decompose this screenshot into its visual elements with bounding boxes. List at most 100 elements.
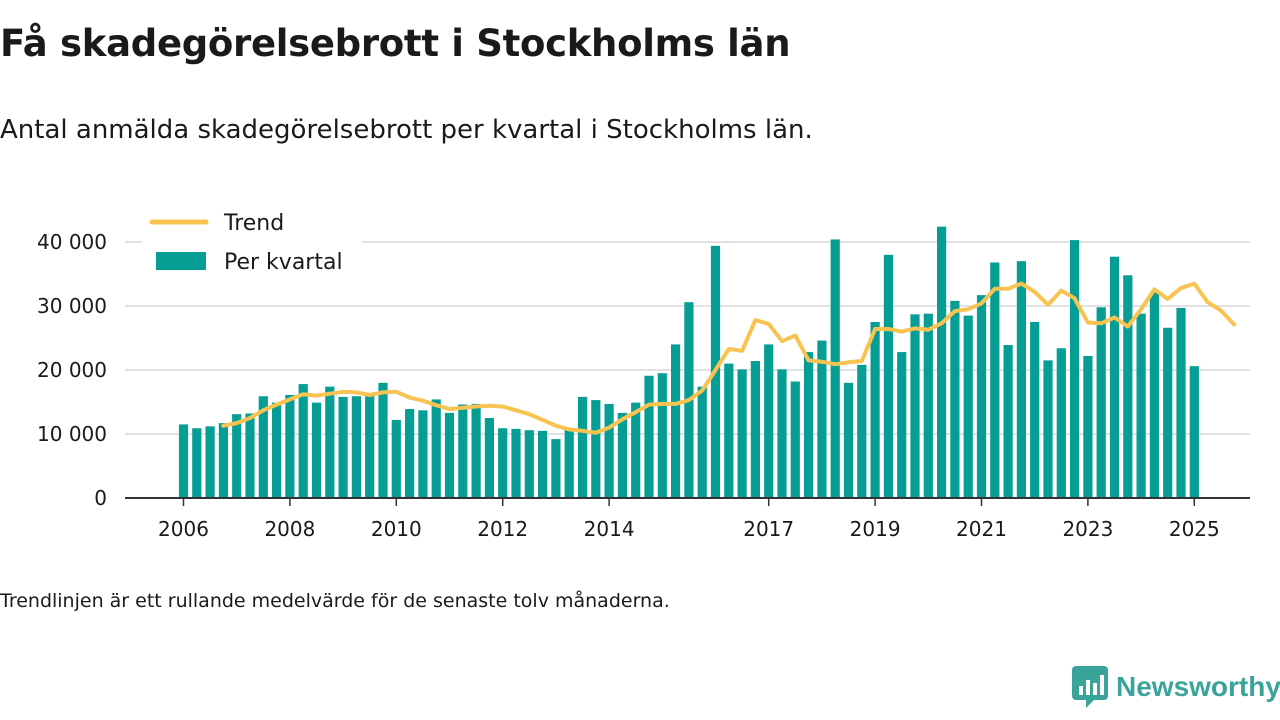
legend-bar-swatch: [156, 252, 206, 270]
y-tick-label: 0: [94, 486, 107, 510]
bar: [325, 386, 335, 498]
bar: [511, 428, 521, 498]
bar: [484, 418, 494, 498]
bar: [790, 381, 800, 498]
bar: [737, 369, 747, 498]
bar: [1056, 348, 1066, 498]
bar: [817, 340, 827, 498]
x-tick-label: 2019: [850, 517, 901, 541]
bar: [564, 428, 574, 498]
bar: [604, 403, 614, 498]
bar: [750, 361, 760, 498]
trend-line: [221, 281, 1237, 435]
bar: [1149, 292, 1159, 498]
bar: [418, 410, 428, 498]
bar: [1083, 355, 1093, 498]
bar: [218, 423, 228, 498]
bar: [843, 382, 854, 498]
bar: [1109, 256, 1120, 498]
bar: [724, 363, 734, 498]
y-tick-label: 10 000: [37, 422, 107, 446]
bar: [937, 226, 947, 498]
bar: [671, 344, 681, 498]
y-tick-label: 20 000: [37, 358, 107, 382]
x-tick-label: 2017: [743, 517, 794, 541]
bar: [1136, 313, 1146, 498]
bar: [1030, 322, 1040, 498]
bar: [830, 239, 840, 498]
bar: [1163, 327, 1173, 498]
x-tick-label: 2006: [158, 517, 209, 541]
bar: [298, 384, 308, 498]
x-tick-label: 2025: [1169, 517, 1220, 541]
bar: [538, 430, 548, 498]
bar: [205, 426, 215, 498]
x-tick-label: 2023: [1062, 517, 1113, 541]
footnote: Trendlinjen är ett rullande medelvärde f…: [0, 590, 670, 612]
bar: [1123, 275, 1133, 498]
bar: [1016, 261, 1026, 498]
bar: [897, 352, 907, 498]
bar: [1043, 360, 1053, 498]
bar: [192, 428, 202, 498]
bar: [258, 396, 268, 498]
bar: [524, 430, 534, 498]
legend-bar-label: Per kvartal: [224, 250, 343, 275]
trend-series: [221, 281, 1237, 435]
bar: [963, 315, 973, 498]
bar: [1176, 307, 1186, 498]
bar: [697, 386, 707, 498]
bar: [577, 396, 588, 498]
bar: [764, 344, 774, 498]
x-tick-label: 2014: [584, 517, 635, 541]
bar: [910, 314, 920, 498]
newsworthy-logo-icon: [1072, 666, 1108, 708]
bar: [232, 414, 242, 498]
y-tick-label: 30 000: [37, 294, 107, 318]
legend-background: [142, 205, 362, 285]
bar: [272, 402, 282, 498]
x-tick-label: 2012: [477, 517, 528, 541]
bar: [804, 352, 814, 498]
x-axis-ticks: 2006 2008 2010 2012 2014 2017 2019 2021 2023 2025: [158, 498, 1220, 541]
bar: [950, 300, 960, 498]
x-tick-label: 2010: [371, 517, 422, 541]
bar: [870, 322, 880, 498]
bar: [777, 369, 787, 498]
brand-logo: Newsworthy: [1072, 666, 1280, 708]
bar: [365, 394, 375, 498]
bar: [923, 313, 933, 498]
bar: [631, 402, 641, 498]
legend-trend-label: Trend: [223, 211, 284, 236]
bar: [990, 262, 1000, 498]
bar: [285, 394, 295, 498]
brand-name: Newsworthy: [1116, 671, 1280, 702]
bar: [444, 412, 455, 498]
bar: [311, 402, 322, 498]
bar: [498, 428, 508, 498]
bar: [458, 404, 468, 498]
bar: [1189, 366, 1199, 498]
bar: [431, 399, 441, 498]
y-tick-label: 40 000: [37, 230, 107, 254]
chart-subtitle: Antal anmälda skadegörelsebrott per kvar…: [0, 115, 813, 145]
bar: [1003, 345, 1013, 498]
bar: [1096, 307, 1106, 498]
bar: [378, 382, 388, 498]
legend: Trend Per kvartal: [142, 205, 362, 285]
bar: [1070, 240, 1080, 498]
bar: [471, 403, 481, 498]
bar: [657, 373, 667, 498]
bar: [338, 396, 348, 498]
bar: [245, 413, 255, 498]
bar: [976, 295, 987, 498]
bar: [178, 424, 189, 498]
y-axis-ticks: 0 10 000 20 000 30 000 40 000: [37, 230, 107, 510]
bar: [591, 400, 601, 498]
bar: [351, 396, 361, 498]
bar: [883, 254, 893, 498]
x-tick-label: 2021: [956, 517, 1007, 541]
bar: [391, 419, 401, 498]
chart-title: Få skadegörelsebrott i Stockholms län: [0, 22, 791, 65]
